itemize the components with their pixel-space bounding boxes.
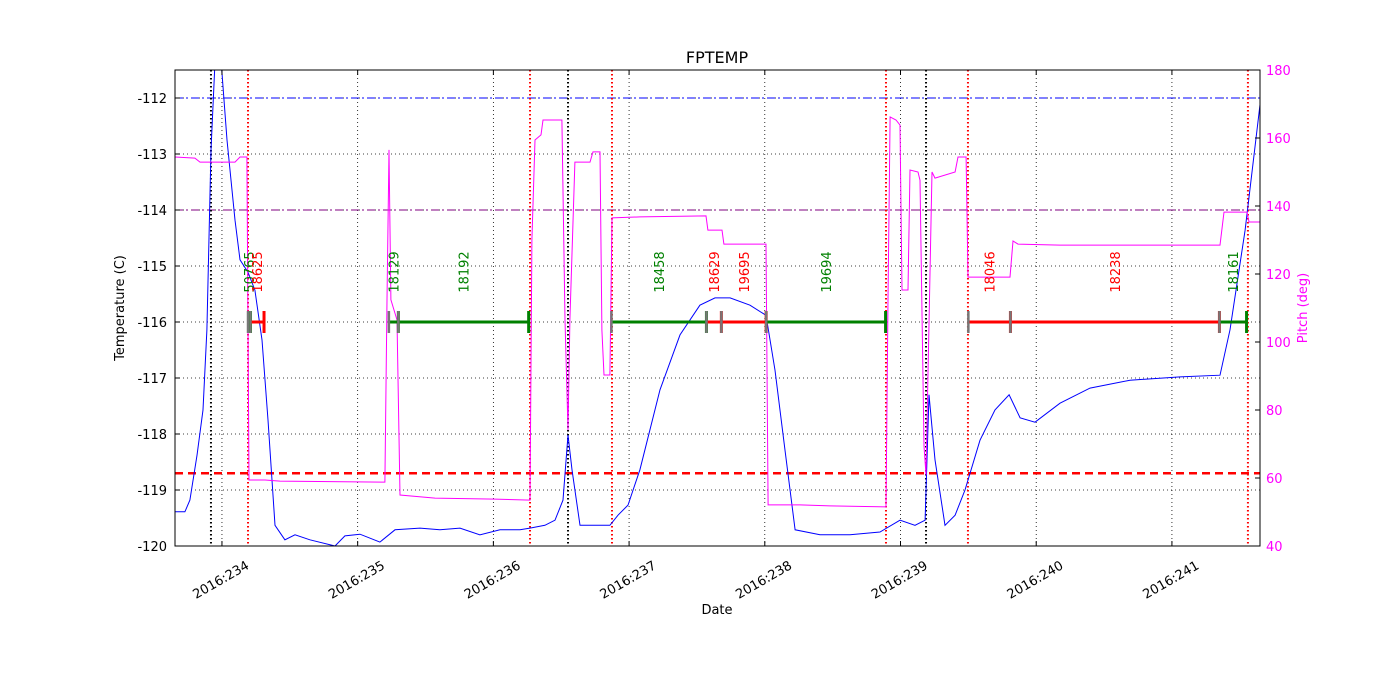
y2-tick-label: 80 (1266, 404, 1283, 419)
x-axis-label: Date (701, 603, 732, 618)
y-tick-label: -113 (137, 148, 167, 163)
y-tick-label: -120 (137, 540, 167, 555)
y2-tick-label: 100 (1266, 336, 1291, 351)
y2-tick-label: 140 (1266, 200, 1291, 215)
plot-frame (174, 69, 1261, 547)
y-tick-label: -117 (137, 372, 167, 387)
obsid-label: 18458 (653, 251, 668, 292)
obsid-label: 50765 (243, 251, 258, 292)
y-tick-label: -112 (137, 92, 167, 107)
y-tick-label: -115 (137, 260, 167, 275)
y2-tick-label: 180 (1266, 64, 1291, 79)
y-tick-label: -118 (137, 428, 167, 443)
plot-area (175, 70, 1260, 546)
y-axis-label: Temperature (C) (113, 255, 128, 362)
data-line (175, 116, 1260, 508)
obsid-label: 19695 (738, 251, 753, 292)
chart-title: FPTEMP (686, 48, 749, 67)
obsid-label: 18161 (1227, 251, 1242, 292)
y2-axis-label: Pitch (deg) (1296, 273, 1311, 343)
obsid-label: 19694 (820, 251, 835, 292)
y-tick-label: -116 (137, 316, 167, 331)
y2-tick-label: 60 (1266, 472, 1283, 487)
obsid-label: 18192 (458, 251, 473, 292)
y-tick-label: -114 (137, 204, 167, 219)
y2-tick-label: 160 (1266, 132, 1291, 147)
data-line (175, 70, 1260, 546)
obsid-label: 18625 (251, 251, 266, 292)
obsid-label: 18629 (708, 251, 723, 292)
y2-tick-label: 40 (1266, 540, 1283, 555)
obsid-label: 18129 (388, 251, 403, 292)
y2-tick-label: 120 (1266, 268, 1291, 283)
obsid-label: 18046 (983, 251, 998, 292)
y-tick-label: -119 (137, 484, 167, 499)
obsid-label: 18238 (1109, 251, 1124, 292)
